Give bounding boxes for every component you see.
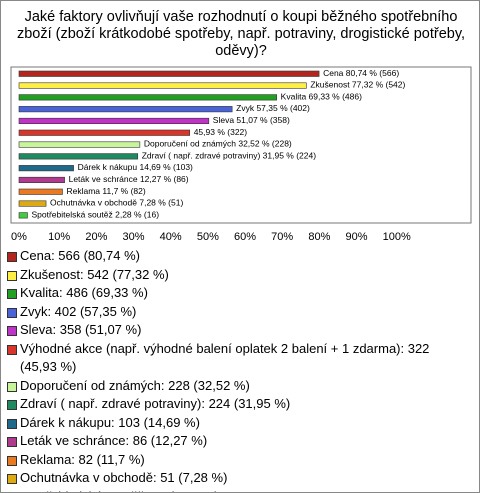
x-tick-label: 30%	[123, 231, 145, 243]
bar	[18, 129, 191, 136]
legend-swatch	[7, 381, 17, 392]
data-label: Leták ve schránce 12,27 % (86)	[69, 174, 189, 184]
legend-label: Kvalita: 486 (69,33 %)	[20, 285, 148, 300]
data-label: Ochutnávka v obchodě 7,28 % (51)	[50, 198, 183, 208]
legend-label: Zdraví ( např. zdravé potraviny): 224 (3…	[20, 396, 291, 411]
legend-swatch	[7, 400, 17, 410]
legend-item: Leták ve schránce: 86 (12,27 %)	[7, 432, 469, 451]
bar	[18, 117, 210, 124]
x-tick-label: 50%	[197, 231, 219, 243]
legend-label: Ochutnávka v obchodě: 51 (7,28 %)	[20, 470, 228, 485]
legend-label: Výhodné akce (např. výhodné balení oplat…	[20, 340, 430, 375]
legend-label: Spotřebitelská soutěž: 16 (2,28 %)	[20, 489, 219, 493]
data-label: Zkušenost 77,32 % (542)	[310, 80, 405, 90]
x-tick-label: 10%	[48, 231, 70, 243]
legend-item: Kvalita: 486 (69,33 %)	[7, 284, 469, 303]
x-tick-label: 80%	[308, 231, 330, 243]
legend-label: Cena: 566 (80,74 %)	[20, 248, 140, 263]
legend-swatch	[7, 252, 17, 262]
bar	[18, 106, 233, 113]
x-tick-label: 20%	[85, 231, 107, 243]
x-tick-label: 60%	[234, 231, 256, 243]
legend-swatch	[7, 326, 17, 336]
data-label: Kvalita 69,33 % (486)	[281, 91, 362, 101]
legend-swatch	[7, 344, 17, 355]
legend-item: Zvyk: 402 (57,35 %)	[7, 303, 469, 322]
data-label: Sleva 51,07 % (358)	[213, 115, 290, 125]
data-label: Zdraví ( např. zdravé potraviny) 31,95 %…	[142, 150, 316, 160]
legend-item: Reklama: 82 (11,7 %)	[7, 451, 469, 470]
legend-swatch	[7, 270, 17, 281]
legend-label: Reklama: 82 (11,7 %)	[20, 451, 145, 467]
data-label: Dárek k nákupu 14,69 % (103)	[78, 162, 193, 172]
legend-item: Sleva: 358 (51,07 %)	[7, 321, 469, 340]
legend-item: Dárek k nákupu: 103 (14,69 %)	[7, 414, 469, 433]
legend-label: Zvyk: 402 (57,35 %)	[20, 303, 137, 319]
legend-item: Zkušenost: 542 (77,32 %)	[7, 266, 469, 285]
plot: 0% 10% 20% 30% 40% 50% 60% 70% 80% 90% 100% Cena 80…	[10, 66, 472, 243]
bar	[18, 94, 277, 101]
data-label: Spotřebitelská soutěž 2,28 % (16)	[31, 209, 159, 219]
legend-label: Doporučení od známých: 228 (32,52 %)	[20, 377, 250, 393]
chart-title: Jaké faktory ovlivňují vaše rozhodnutí o…	[16, 9, 466, 59]
x-tick-label: 40%	[160, 231, 182, 243]
x-tick-label: 90%	[346, 231, 368, 243]
legend-item: Spotřebitelská soutěž: 16 (2,28 %)	[7, 488, 469, 493]
bar	[18, 212, 28, 219]
x-tick-label: 0%	[11, 231, 27, 243]
x-tick-label: 70%	[271, 231, 293, 243]
legend-item: Doporučení od známých: 228 (32,52 %)	[7, 377, 469, 396]
legend-label: Sleva: 358 (51,07 %)	[20, 322, 142, 337]
legend-swatch	[7, 437, 17, 447]
legend-swatch	[7, 474, 17, 484]
x-tick-label: 100%	[383, 231, 411, 243]
plot-frame	[10, 66, 472, 224]
bar	[18, 70, 320, 77]
bar	[18, 176, 65, 183]
data-label: Doporučení od známých 32,52 % (228)	[144, 139, 292, 149]
bar	[18, 82, 307, 89]
legend-swatch	[7, 307, 17, 318]
data-label: Reklama 11,7 % (82)	[66, 186, 145, 196]
bar	[18, 200, 47, 207]
legend-swatch	[7, 289, 17, 299]
legend-item: Výhodné akce (např. výhodné balení oplat…	[7, 340, 469, 377]
legend-swatch	[7, 418, 17, 429]
data-label: Cena 80,74 % (566)	[323, 68, 399, 78]
data-label: 45,93 % (322)	[194, 127, 248, 137]
data-label: Zvyk 57,35 % (402)	[236, 103, 310, 113]
bar	[18, 141, 141, 148]
legend-label: Dárek k nákupu: 103 (14,69 %)	[20, 414, 200, 430]
legend-label: Leták ve schránce: 86 (12,27 %)	[20, 433, 208, 448]
legend-label: Zkušenost: 542 (77,32 %)	[20, 266, 169, 282]
bar	[18, 165, 74, 172]
bar	[18, 153, 139, 160]
legend: Cena: 566 (80,74 %) Zkušenost: 542 (77,32…	[7, 247, 469, 493]
bar	[18, 188, 63, 195]
legend-swatch	[7, 455, 17, 466]
legend-item: Ochutnávka v obchodě: 51 (7,28 %)	[7, 469, 469, 488]
legend-item: Zdraví ( např. zdravé potraviny): 224 (3…	[7, 395, 469, 414]
legend-item: Cena: 566 (80,74 %)	[7, 247, 469, 266]
